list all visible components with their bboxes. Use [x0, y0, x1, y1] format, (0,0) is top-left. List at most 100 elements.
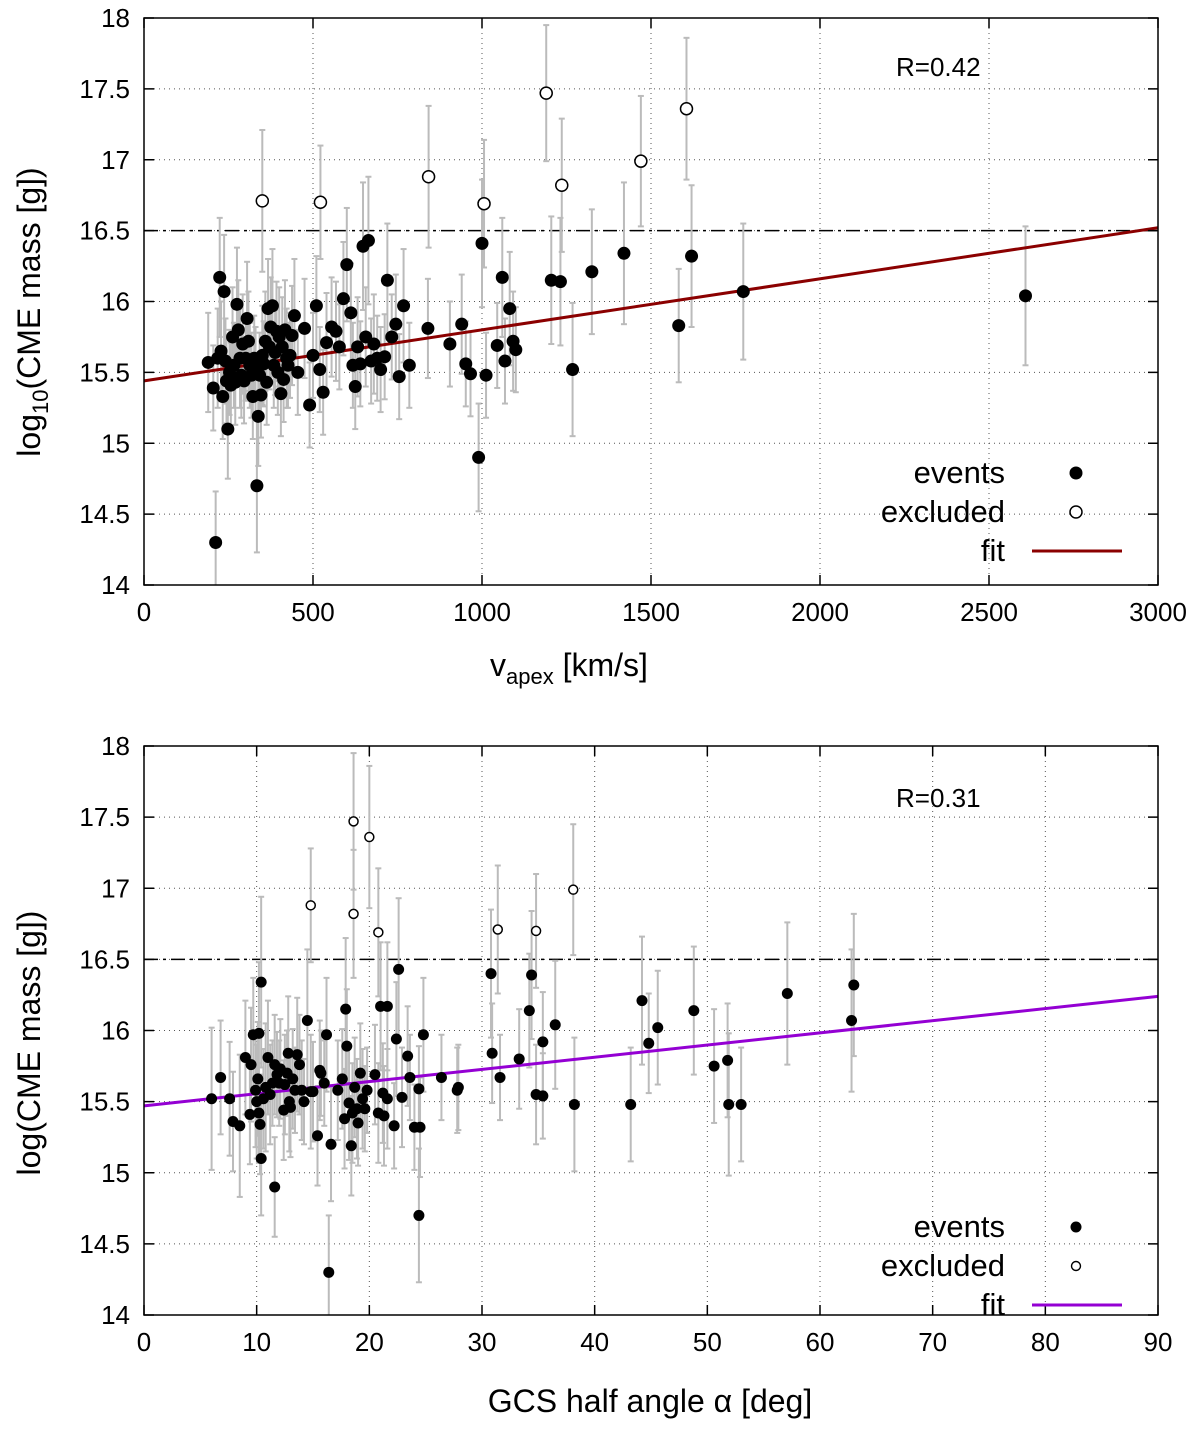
- event-point: [736, 285, 750, 299]
- event-point: [381, 1093, 393, 1105]
- legend-label-events: events: [914, 1209, 1005, 1244]
- event-point: [341, 1040, 353, 1052]
- event-point: [315, 1067, 327, 1079]
- legend-label-fit: fit: [981, 1287, 1006, 1322]
- legend-label-fit: fit: [981, 533, 1006, 568]
- error-bars: [208, 752, 857, 1315]
- y-tick-label: 16.5: [79, 216, 130, 246]
- event-point: [464, 367, 478, 381]
- legend-label-excluded: excluded: [881, 1248, 1005, 1283]
- x-tick-label: 2500: [960, 597, 1018, 627]
- y-tick-labels: 14 14.5 15 15.5 16 16.5 17 17.5 18: [79, 731, 130, 1330]
- excluded-point: [348, 816, 359, 827]
- event-point: [672, 319, 686, 333]
- event-point: [378, 1110, 390, 1122]
- x-tick-label: 30: [468, 1327, 497, 1357]
- grid-lines: [144, 746, 1158, 1315]
- event-point: [241, 334, 255, 348]
- event-point: [367, 337, 381, 351]
- event-point: [339, 1113, 351, 1125]
- y-axis-label: log(CME mass [g]): [11, 911, 47, 1176]
- x-tick-labels: 0 500 1000 1500 2000 2500 3000: [137, 597, 1187, 627]
- event-point: [303, 398, 317, 412]
- event-point: [291, 1049, 303, 1061]
- event-point: [332, 1084, 344, 1096]
- excluded-point: [679, 101, 694, 116]
- event-point: [254, 388, 268, 402]
- event-point: [213, 270, 227, 284]
- y-tick-label: 16: [101, 1016, 130, 1046]
- event-point: [625, 1098, 637, 1110]
- excluded-point: [539, 86, 553, 100]
- event-point: [392, 370, 406, 384]
- event-point: [206, 1093, 218, 1105]
- y-tick-label: 14.5: [79, 1229, 130, 1259]
- event-point: [217, 285, 231, 299]
- event-point: [301, 1015, 313, 1027]
- event-point: [359, 1103, 371, 1115]
- event-point: [291, 365, 305, 379]
- event-point: [260, 375, 274, 389]
- event-point: [245, 1059, 257, 1071]
- event-point: [336, 1073, 348, 1085]
- event-point: [846, 1015, 858, 1027]
- event-point: [318, 1077, 330, 1089]
- event-point: [240, 312, 254, 326]
- event-point: [459, 357, 473, 371]
- event-point: [216, 389, 230, 403]
- event-point: [282, 1047, 294, 1059]
- event-point: [264, 1089, 276, 1101]
- event-point: [361, 1084, 373, 1096]
- y-tick-label: 17: [101, 145, 130, 175]
- event-point: [388, 1120, 400, 1132]
- event-point: [494, 1071, 506, 1083]
- event-point: [277, 372, 291, 386]
- axis-ticks: [143, 17, 1159, 586]
- event-point: [585, 265, 599, 279]
- event-point: [336, 292, 350, 306]
- y-tick-label: 18: [101, 731, 130, 761]
- event-point: [287, 1073, 299, 1085]
- event-point: [254, 1118, 266, 1130]
- excluded-point: [530, 925, 542, 937]
- excluded-point: [364, 831, 375, 843]
- event-point: [455, 317, 469, 331]
- event-point: [503, 302, 517, 316]
- event-point: [209, 535, 223, 549]
- event-point: [206, 381, 220, 395]
- event-point: [513, 1053, 525, 1065]
- event-point: [549, 1019, 561, 1031]
- event-point: [284, 1101, 296, 1113]
- event-point: [313, 363, 327, 377]
- event-point: [402, 358, 416, 372]
- event-point: [255, 1153, 267, 1165]
- event-point: [475, 236, 489, 250]
- event-point: [378, 350, 392, 364]
- x-tick-label: 10: [242, 1327, 271, 1357]
- event-point: [389, 317, 403, 331]
- event-point: [472, 450, 486, 464]
- y-tick-label: 15.5: [79, 1087, 130, 1117]
- event-point: [369, 1069, 381, 1081]
- event-point: [321, 1029, 333, 1041]
- event-point: [643, 1037, 655, 1049]
- event-point: [708, 1060, 720, 1072]
- event-point: [230, 297, 244, 311]
- y-tick-label: 18: [101, 3, 130, 33]
- event-point: [722, 1054, 734, 1066]
- y-tick-label: 16: [101, 287, 130, 317]
- x-axis-label: vapex [km/s]: [490, 647, 648, 689]
- event-point: [385, 330, 399, 344]
- y-tick-label: 15: [101, 1158, 130, 1188]
- event-point: [234, 1120, 246, 1132]
- event-point: [329, 324, 343, 338]
- event-point: [352, 1117, 364, 1129]
- event-point: [325, 1138, 337, 1150]
- event-point: [306, 348, 320, 362]
- y-tick-label: 14: [101, 1300, 130, 1330]
- event-point: [374, 363, 388, 377]
- correlation-annotation: R=0.31: [896, 783, 981, 813]
- event-point: [381, 1000, 393, 1012]
- x-tick-label: 0: [137, 1327, 151, 1357]
- event-point: [285, 329, 299, 343]
